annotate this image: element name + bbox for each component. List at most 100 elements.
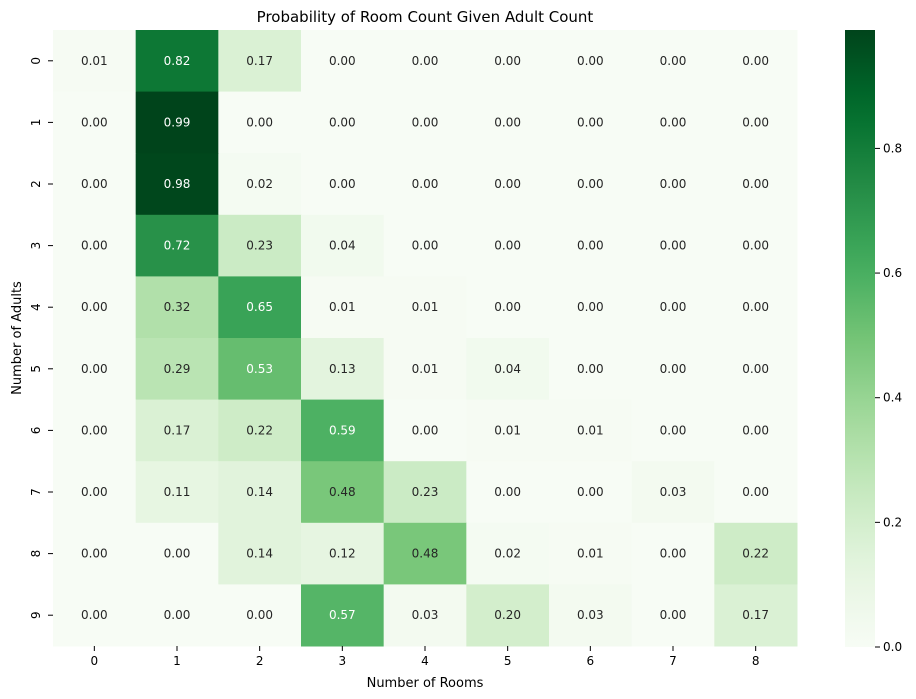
- x-tick-label: 8: [752, 654, 760, 668]
- cell-value-label: 0.01: [329, 300, 356, 314]
- cell-value-label: 0.00: [660, 608, 687, 622]
- heatmap-cell: [714, 276, 798, 339]
- cell-value-label: 0.32: [164, 300, 191, 314]
- cell-value-label: 0.00: [81, 300, 108, 314]
- cell-value-label: 0.13: [329, 362, 356, 376]
- cell-value-label: 0.00: [742, 485, 769, 499]
- cell-value-label: 0.02: [494, 547, 521, 561]
- heatmap-cell: [135, 30, 219, 93]
- cell-value-label: 0.14: [246, 547, 273, 561]
- cell-value-label: 0.22: [742, 547, 769, 561]
- cell-value-label: 0.00: [412, 239, 439, 253]
- cell-value-label: 0.00: [81, 177, 108, 191]
- heatmap-cell: [301, 584, 385, 647]
- heatmap-cell: [466, 153, 550, 216]
- heatmap-cell: [301, 399, 385, 462]
- heatmap-cell: [549, 276, 633, 339]
- cell-value-label: 0.00: [742, 300, 769, 314]
- heatmap-cell: [631, 91, 715, 154]
- cell-value-label: 0.01: [494, 423, 521, 437]
- x-axis-ticks: 0 1 2 3 4 5 6 7 8: [91, 646, 760, 668]
- heatmap-cell: [53, 91, 137, 154]
- heatmap-cell: [53, 338, 137, 401]
- cell-value-label: 0.00: [494, 485, 521, 499]
- y-axis-label: Number of Adults: [10, 281, 25, 395]
- cell-value-label: 0.01: [577, 547, 604, 561]
- heatmap-cell: [631, 399, 715, 462]
- cell-value-label: 0.48: [329, 485, 356, 499]
- x-tick-label: 6: [587, 654, 595, 668]
- cell-value-label: 0.00: [246, 115, 273, 129]
- y-tick-label: 7: [29, 488, 43, 496]
- heatmap-cell: [383, 584, 467, 647]
- cell-value-label: 0.59: [329, 423, 356, 437]
- heatmap-cell: [301, 214, 385, 277]
- heatmap-cell: [301, 153, 385, 216]
- cell-value-label: 0.00: [81, 608, 108, 622]
- cell-value-label: 0.00: [742, 362, 769, 376]
- y-tick-label: 8: [29, 550, 43, 558]
- cell-value-label: 0.00: [660, 115, 687, 129]
- heatmap-cell: [383, 522, 467, 585]
- cell-value-label: 0.04: [494, 362, 521, 376]
- colorbar-tick-label: 0.4: [883, 391, 902, 405]
- cell-value-label: 0.14: [246, 485, 273, 499]
- colorbar-tick-label: 0.6: [883, 266, 902, 280]
- heatmap-cell: [135, 522, 219, 585]
- y-tick-label: 4: [29, 303, 43, 311]
- heatmap-cell: [218, 276, 302, 339]
- cell-value-label: 0.00: [494, 54, 521, 68]
- y-tick-label: 0: [29, 57, 43, 65]
- heatmap-cell: [631, 522, 715, 585]
- heatmap-cell: [53, 214, 137, 277]
- cell-value-label: 0.00: [660, 547, 687, 561]
- heatmap-cell: [631, 214, 715, 277]
- heatmap-cell: [714, 461, 798, 524]
- heatmap-cell: [714, 153, 798, 216]
- cell-value-label: 0.00: [660, 54, 687, 68]
- cell-value-label: 0.00: [660, 423, 687, 437]
- cell-value-label: 0.03: [577, 608, 604, 622]
- cell-value-label: 0.00: [412, 177, 439, 191]
- heatmap-cell: [466, 338, 550, 401]
- y-tick-label: 3: [29, 242, 43, 250]
- heatmap-cell: [631, 461, 715, 524]
- y-tick-label: 9: [29, 611, 43, 619]
- heatmap-cell: [53, 276, 137, 339]
- cell-value-label: 0.57: [329, 608, 356, 622]
- cell-value-label: 0.00: [412, 54, 439, 68]
- heatmap-cell: [631, 276, 715, 339]
- cell-value-label: 0.00: [81, 115, 108, 129]
- heatmap-cell: [301, 30, 385, 93]
- cell-value-label: 0.00: [494, 300, 521, 314]
- cell-value-label: 0.17: [164, 423, 191, 437]
- heatmap-cell: [549, 584, 633, 647]
- heatmap-cell: [383, 338, 467, 401]
- cell-value-label: 0.23: [246, 239, 273, 253]
- cell-value-label: 0.20: [494, 608, 521, 622]
- cell-value-label: 0.03: [660, 485, 687, 499]
- cell-value-label: 0.82: [164, 54, 191, 68]
- x-tick-label: 4: [421, 654, 429, 668]
- heatmap-cell: [53, 399, 137, 462]
- heatmap-cell: [466, 461, 550, 524]
- cell-value-label: 0.98: [164, 177, 191, 191]
- cell-value-label: 0.02: [246, 177, 273, 191]
- heatmap-cell: [135, 153, 219, 216]
- cell-value-label: 0.17: [246, 54, 273, 68]
- cell-value-label: 0.99: [164, 115, 191, 129]
- cell-value-label: 0.00: [494, 239, 521, 253]
- cell-value-label: 0.01: [81, 54, 108, 68]
- cell-value-label: 0.00: [742, 423, 769, 437]
- colorbar-ticks: 0.0 0.2 0.4 0.6 0.8: [875, 141, 902, 654]
- chart-title: Probability of Room Count Given Adult Co…: [257, 8, 594, 26]
- x-tick-label: 2: [256, 654, 264, 668]
- heatmap-cell: [135, 276, 219, 339]
- cell-value-label: 0.00: [164, 608, 191, 622]
- heatmap-cell: [383, 153, 467, 216]
- colorbar-tick-label: 0.0: [883, 640, 902, 654]
- cell-value-label: 0.00: [329, 177, 356, 191]
- y-tick-label: 5: [29, 365, 43, 373]
- heatmap-cell: [301, 461, 385, 524]
